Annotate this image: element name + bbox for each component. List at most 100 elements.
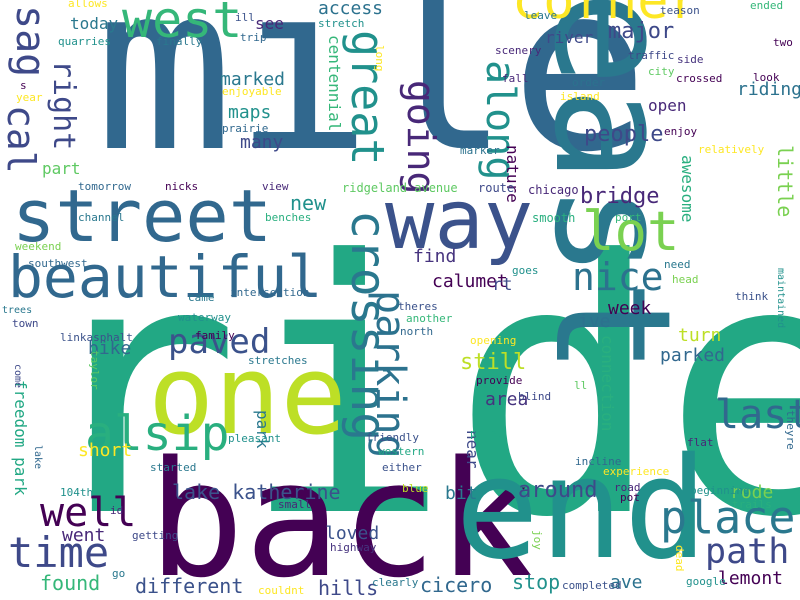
cloud-word: mile bbox=[95, 0, 649, 203]
cloud-word: couldnt bbox=[258, 584, 305, 597]
cloud-word: riding bbox=[737, 79, 800, 100]
cloud-word: ll bbox=[574, 379, 588, 392]
cloud-word: another bbox=[406, 312, 453, 325]
cloud-word: road bbox=[614, 481, 641, 494]
cloud-word: side bbox=[677, 53, 704, 66]
cloud-word: lemont bbox=[718, 568, 784, 589]
cloud-word: started bbox=[150, 461, 197, 474]
cloud-word: awesome bbox=[678, 155, 697, 223]
cloud-word: marker bbox=[460, 144, 500, 157]
cloud-word: traffic bbox=[628, 49, 675, 62]
cloud-word: little bbox=[773, 145, 797, 218]
cloud-word: ive bbox=[578, 311, 611, 332]
cloud-word: centennial bbox=[325, 35, 344, 132]
cloud-word: north bbox=[400, 325, 434, 338]
cloud-word: paved bbox=[168, 322, 271, 362]
cloud-word: southwest bbox=[28, 257, 88, 270]
cloud-word: fall bbox=[502, 72, 529, 85]
cloud-word: ave bbox=[610, 572, 643, 593]
cloud-word: need bbox=[664, 258, 691, 271]
cloud-word: short bbox=[78, 440, 133, 461]
cloud-word: prairie bbox=[222, 122, 269, 135]
cloud-word: freedom park bbox=[11, 380, 30, 496]
cloud-word: bit bbox=[445, 483, 478, 504]
cloud-word: bridge bbox=[580, 184, 660, 209]
cloud-word: highway bbox=[330, 541, 377, 554]
cloud-word: maintained bbox=[775, 268, 786, 329]
cloud-word: rode bbox=[730, 482, 774, 503]
cloud-word: nicks bbox=[165, 180, 199, 193]
cloud-word: intersection bbox=[230, 286, 310, 299]
cloud-word: trails bbox=[732, 498, 772, 511]
cloud-word: calumet bbox=[432, 271, 508, 292]
cloud-word: trees bbox=[2, 305, 33, 316]
cloud-word: island bbox=[560, 90, 600, 103]
cloud-word: river bbox=[545, 28, 594, 47]
cloud-word: open bbox=[648, 96, 687, 115]
cloud-word: ill bbox=[235, 11, 255, 24]
cloud-word: id bbox=[110, 504, 124, 517]
cloud-word: came bbox=[188, 291, 215, 304]
cloud-word: teason bbox=[660, 4, 700, 17]
cloud-word: look bbox=[753, 71, 780, 84]
cloud-word: experience bbox=[603, 465, 670, 478]
cloud-word: opening bbox=[470, 334, 517, 347]
cloud-word: last bbox=[715, 392, 800, 438]
cloud-word: turn bbox=[678, 325, 722, 346]
cloud-word: people bbox=[584, 122, 664, 147]
cloud-word: waterway bbox=[178, 311, 231, 324]
cloud-word: google bbox=[686, 575, 726, 588]
cloud-word: well bbox=[40, 490, 137, 536]
cloud-word: corner bbox=[512, 0, 700, 31]
cloud-word: stretch bbox=[318, 17, 365, 30]
cloud-word: major bbox=[608, 19, 675, 44]
cloud-word: allows bbox=[68, 0, 108, 10]
cloud-word: finally bbox=[156, 35, 203, 48]
cloud-word: point bbox=[470, 427, 504, 440]
cloud-word: going bbox=[399, 80, 443, 195]
cloud-word: pot bbox=[620, 491, 640, 504]
cloud-word: enjoyable bbox=[222, 85, 282, 98]
cloud-word: different bbox=[135, 574, 244, 598]
cloud-word: dead bbox=[673, 545, 686, 572]
cloud-word: come bbox=[12, 364, 23, 389]
cloud-word: rt bbox=[492, 275, 513, 295]
cloud-word: city bbox=[648, 65, 675, 78]
cloud-word: chicago bbox=[528, 183, 579, 197]
cloud-word: week bbox=[608, 298, 652, 319]
cloud-word: sag bbox=[7, 5, 53, 78]
cloud-word: area bbox=[485, 389, 529, 410]
cloud-word: one bbox=[148, 331, 347, 459]
cloud-word: small bbox=[278, 498, 312, 511]
cloud-word: year bbox=[16, 91, 43, 104]
cloud-word: ride bbox=[30, 186, 800, 594]
cloud-word: route bbox=[478, 181, 515, 195]
cloud-word: street bbox=[12, 174, 273, 258]
cloud-word: either bbox=[382, 461, 422, 474]
cloud-word: still bbox=[460, 350, 527, 375]
cloud-word: beautiful bbox=[8, 243, 323, 311]
cloud-word: order bbox=[572, 76, 606, 89]
cloud-word: getting bbox=[132, 529, 179, 542]
cloud-word: went bbox=[62, 525, 106, 546]
cloud-word: long bbox=[373, 45, 386, 72]
cloud-word: blind bbox=[518, 390, 552, 403]
cloud-word: parked bbox=[660, 345, 726, 366]
cloud-word: west bbox=[122, 0, 243, 49]
cloud-word: quarries bbox=[58, 35, 111, 48]
cloud-word: benches bbox=[265, 211, 312, 224]
cloud-word: goes bbox=[512, 264, 539, 277]
cloud-word: pleasant bbox=[228, 432, 281, 445]
cloud-word: 104th bbox=[60, 486, 94, 499]
cloud-word: marked bbox=[220, 69, 286, 90]
cloud-word: way bbox=[385, 173, 534, 268]
cloud-word: trip bbox=[240, 31, 267, 44]
cloud-word: theres bbox=[398, 300, 438, 313]
cloud-word: tomorrow bbox=[78, 180, 131, 193]
cloud-word: cicero bbox=[420, 573, 493, 597]
cloud-word: stop bbox=[512, 570, 561, 594]
cloud-word: part bbox=[42, 159, 81, 178]
cloud-word: channel bbox=[78, 211, 125, 224]
cloud-word: think bbox=[735, 290, 769, 303]
cloud-word: lake bbox=[32, 445, 43, 470]
